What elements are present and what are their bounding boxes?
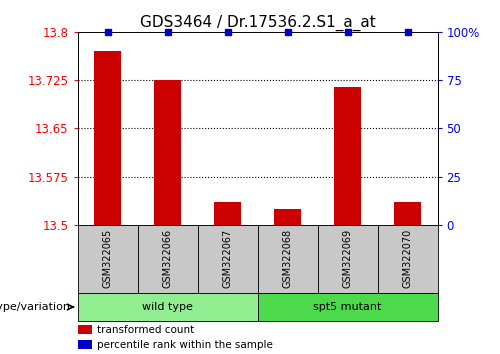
- Bar: [214, 202, 241, 225]
- Text: spt5 mutant: spt5 mutant: [314, 302, 382, 312]
- Bar: [394, 202, 421, 225]
- Bar: [274, 209, 301, 225]
- Bar: [258, 225, 318, 292]
- Text: GSM322067: GSM322067: [222, 229, 232, 289]
- Bar: [78, 340, 92, 349]
- Bar: [258, 292, 438, 321]
- Bar: [334, 87, 361, 225]
- Bar: [318, 225, 378, 292]
- Bar: [138, 225, 198, 292]
- Bar: [378, 225, 438, 292]
- Bar: [78, 292, 258, 321]
- Text: wild type: wild type: [142, 302, 193, 312]
- Bar: [94, 51, 121, 225]
- Text: GSM322068: GSM322068: [282, 229, 292, 288]
- Text: percentile rank within the sample: percentile rank within the sample: [98, 340, 273, 350]
- Bar: [78, 325, 92, 334]
- Text: transformed count: transformed count: [98, 325, 194, 335]
- Title: GDS3464 / Dr.17536.2.S1_a_at: GDS3464 / Dr.17536.2.S1_a_at: [140, 14, 376, 30]
- Bar: [198, 225, 258, 292]
- Text: genotype/variation: genotype/variation: [0, 302, 70, 312]
- Bar: [154, 80, 181, 225]
- Text: GSM322066: GSM322066: [162, 229, 172, 288]
- Text: GSM322069: GSM322069: [342, 229, 352, 288]
- Text: GSM322070: GSM322070: [402, 229, 412, 289]
- Text: GSM322065: GSM322065: [102, 229, 113, 289]
- Bar: [78, 225, 138, 292]
